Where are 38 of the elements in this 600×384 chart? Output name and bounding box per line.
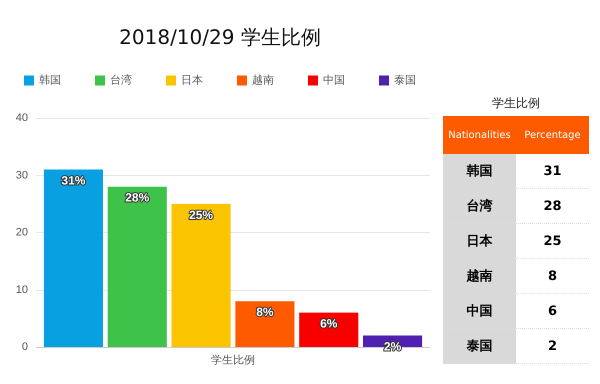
category-label: 台湾 xyxy=(443,188,516,224)
data-label: 31 xyxy=(516,154,589,188)
legend-label: 中国 xyxy=(323,74,345,86)
y-tick-label: 10 xyxy=(16,284,28,296)
y-tick-label: 20 xyxy=(16,226,28,238)
bar xyxy=(172,204,231,347)
data-label: 25% xyxy=(189,208,214,222)
y-tick-label: 0 xyxy=(22,341,28,353)
data-label: 8 xyxy=(516,258,589,294)
data-label: 25 xyxy=(516,224,589,258)
data-label: 28 xyxy=(516,188,589,224)
data-label: 6% xyxy=(320,316,338,331)
legend-label: 韩国 xyxy=(39,74,61,86)
data-label: 2 xyxy=(516,328,589,364)
chart-title: 2018/10/29 学生比例 xyxy=(118,24,322,51)
bar xyxy=(108,186,167,347)
category-label: 越南 xyxy=(443,258,516,294)
bar xyxy=(235,301,294,347)
data-label: 28% xyxy=(125,190,150,205)
data-label: 6 xyxy=(516,294,589,328)
bar xyxy=(44,170,103,347)
category-label: 泰国 xyxy=(443,328,516,364)
legend-label: 日本 xyxy=(181,74,203,86)
legend-label: 台湾 xyxy=(110,74,132,86)
category-label: 中国 xyxy=(443,294,516,328)
category-label: 韩国 xyxy=(443,154,516,188)
category-label: 日本 xyxy=(443,224,516,258)
data-label: 2% xyxy=(384,340,402,354)
y-tick-label: 30 xyxy=(16,169,28,182)
y-tick-label: 40 xyxy=(16,112,28,124)
data-label: 31% xyxy=(61,174,86,188)
bar xyxy=(299,312,358,347)
legend-label: 越南 xyxy=(252,74,274,86)
legend-label: 泰国 xyxy=(394,74,416,86)
text: Percentage xyxy=(516,116,589,154)
text: Nationalities xyxy=(443,116,516,154)
text: 学生比例 xyxy=(491,95,541,112)
data-label: 8% xyxy=(256,305,274,320)
